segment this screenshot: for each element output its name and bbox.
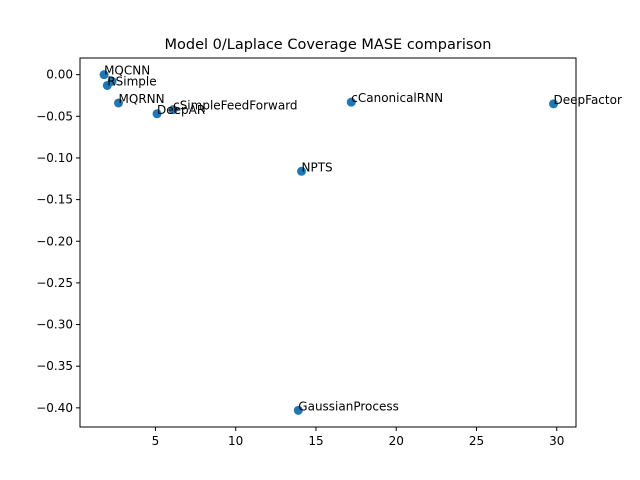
point-label: DeepFactor [554,93,622,107]
plot-frame [79,57,577,428]
point-label: NPTS [302,160,333,174]
point-label: GaussianProcess [298,399,399,413]
y-tick-label: −0.10 [36,151,73,165]
chart-title: Model 0/Laplace Coverage MASE comparison [165,37,492,53]
point-label: RSimple [107,74,156,88]
point-label: DeepAR [157,103,205,117]
x-tick-label: 25 [469,434,484,448]
x-tick-label: 20 [389,434,404,448]
data-point [99,70,109,80]
y-tick-label: −0.40 [36,401,73,415]
data-point [293,405,303,415]
data-point [297,166,307,176]
data-point [114,98,124,108]
x-tick-label: 10 [228,434,243,448]
point-label: MQCNN [104,64,150,78]
point-label: cCanonicalRNN [351,91,443,105]
y-tick-label: −0.30 [36,318,73,332]
y-tick-label: −0.15 [36,193,73,207]
point-label: cSimpleFeedForward [173,99,297,113]
x-tick-label: 15 [308,434,323,448]
data-point [346,97,356,107]
data-point [152,109,162,119]
y-tick-label: −0.25 [36,276,73,290]
point-label: MQRNN [119,92,165,106]
data-point [168,105,178,115]
y-axis: 0.00 −0.05 −0.10 −0.15 −0.20 −0.25 −0.30 −0.35 −… [36,68,80,415]
x-tick-label: 5 [152,434,160,448]
data-points [99,70,559,415]
x-axis: 5 10 15 20 25 30 [152,427,564,448]
x-tick-label: 30 [549,434,564,448]
y-tick-label: −0.35 [36,359,73,373]
y-tick-label: 0.00 [46,68,73,82]
data-point [549,99,559,109]
y-tick-label: −0.05 [36,109,73,123]
y-tick-label: −0.20 [36,234,73,248]
data-point [107,76,117,86]
